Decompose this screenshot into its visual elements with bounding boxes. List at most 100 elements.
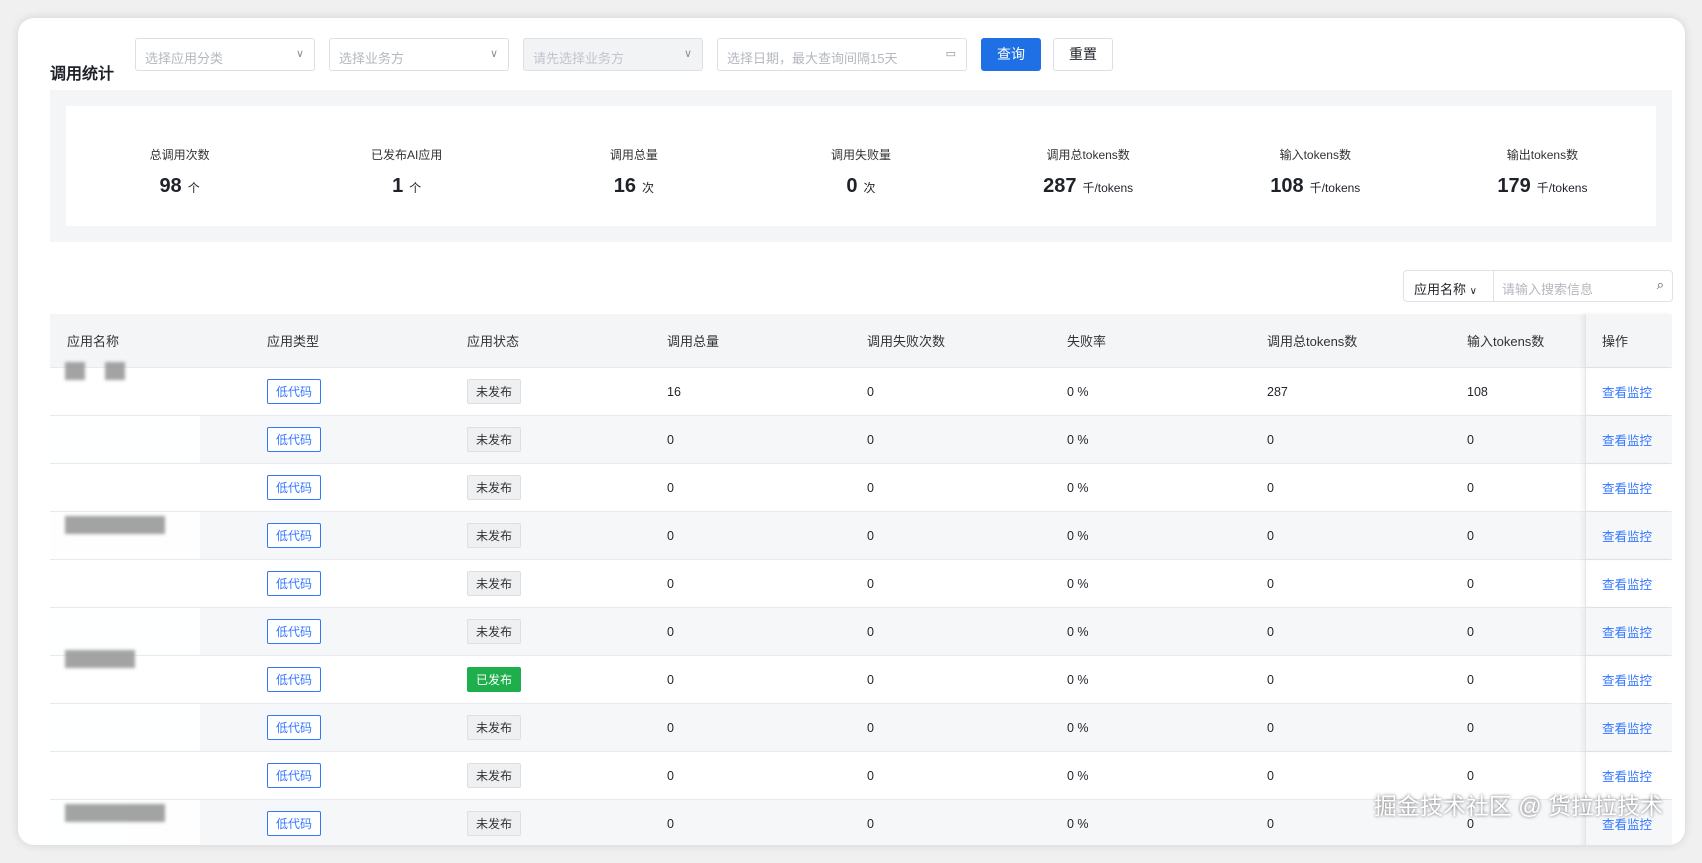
category-select[interactable]: 选择应用分类 ∨	[135, 38, 315, 71]
view-monitor-link[interactable]: 查看监控	[1602, 674, 1653, 688]
view-monitor-link[interactable]: 查看监控	[1602, 386, 1653, 400]
app-type-tag: 低代码	[267, 379, 322, 404]
search-input[interactable]: 请输入搜索信息 ⌕	[1494, 271, 1672, 301]
fail-count: 0	[867, 624, 874, 639]
view-monitor-link[interactable]: 查看监控	[1602, 578, 1653, 592]
input-tokens: 0	[1467, 528, 1474, 543]
view-monitor-link[interactable]: 查看监控	[1602, 722, 1653, 736]
stat-unit: 千/tokens	[1309, 181, 1361, 195]
page-title: 调用统计	[50, 66, 115, 83]
search-bar: 应用名称 ∨ 请输入搜索信息 ⌕	[1403, 270, 1673, 302]
fail-rate: 0 %	[1067, 576, 1089, 591]
stat-value: 179	[1497, 175, 1531, 197]
total-calls: 16	[667, 384, 681, 399]
total-tokens: 0	[1267, 768, 1274, 783]
column-header: 失败率	[1067, 334, 1107, 349]
input-tokens: 0	[1467, 576, 1474, 591]
app-name-cell	[50, 800, 200, 845]
total-calls: 0	[667, 528, 674, 543]
app-type-tag: 低代码	[267, 811, 322, 836]
fail-rate: 0 %	[1067, 720, 1089, 735]
view-monitor-link[interactable]: 查看监控	[1602, 626, 1653, 640]
table-row: 低代码 未发布 16 0 0 % 287 108 查看监控	[50, 362, 1672, 416]
fail-rate: 0 %	[1067, 768, 1089, 783]
app-type-tag: 低代码	[267, 571, 322, 596]
date-picker[interactable]: 选择日期，最大查询间隔15天 ▭	[717, 38, 967, 71]
table-row: 低代码 已发布 0 0 0 % 0 0 查看监控	[50, 650, 1672, 704]
view-monitor-link[interactable]: 查看监控	[1602, 818, 1653, 832]
total-tokens: 0	[1267, 624, 1274, 639]
column-header: 调用总量	[667, 334, 720, 349]
app-type-tag: 低代码	[267, 523, 322, 548]
stat-unit: 千/tokens	[1536, 181, 1588, 195]
chevron-down-icon: ∨	[683, 48, 692, 60]
main-card: 调用统计 选择应用分类 ∨ 选择业务方 ∨ 请先选择业务方 ∨ 选择日期，最大查询间隔…	[18, 18, 1685, 845]
status-badge: 未发布	[467, 379, 522, 404]
fail-rate: 0 %	[1067, 432, 1089, 447]
app-type-tag: 低代码	[267, 715, 322, 740]
total-calls: 0	[667, 432, 674, 447]
fail-count: 0	[867, 480, 874, 495]
chevron-down-icon: ∨	[489, 48, 498, 60]
input-tokens: 0	[1467, 480, 1474, 495]
view-monitor-link[interactable]: 查看监控	[1602, 770, 1653, 784]
table-row: 低代码 未发布 0 0 0 % 0 0 查看监控	[50, 464, 1672, 512]
fail-count: 0	[867, 576, 874, 591]
total-tokens: 0	[1267, 432, 1274, 447]
column-header: 应用状态	[467, 334, 520, 349]
fail-rate: 0 %	[1067, 816, 1089, 831]
input-tokens: 0	[1467, 432, 1474, 447]
total-tokens: 287	[1267, 384, 1288, 399]
business-select[interactable]: 选择业务方 ∨	[329, 38, 509, 71]
search-icon[interactable]: ⌕	[1656, 277, 1664, 292]
input-tokens: 0	[1467, 624, 1474, 639]
app-type-tag: 低代码	[267, 763, 322, 788]
total-calls: 0	[667, 576, 674, 591]
column-header: 输入tokens数	[1467, 334, 1545, 349]
app-name-cell	[50, 560, 200, 607]
stat-unit: 次	[863, 181, 876, 195]
table-row: 低代码 未发布 0 0 0 % 0 0 查看监控	[50, 560, 1672, 608]
stat-value: 1	[392, 175, 404, 197]
view-monitor-link[interactable]: 查看监控	[1602, 434, 1653, 448]
fail-count: 0	[867, 768, 874, 783]
total-calls: 0	[667, 624, 674, 639]
reset-button[interactable]: 重置	[1053, 38, 1113, 71]
table-row: 低代码 未发布 0 0 0 % 0 0 查看监控	[50, 704, 1672, 752]
search-field-select[interactable]: 应用名称 ∨	[1404, 271, 1494, 301]
fail-rate: 0 %	[1067, 384, 1089, 399]
column-header: 应用名称	[67, 334, 120, 349]
category-placeholder: 选择应用分类	[145, 51, 224, 66]
stat-item: 输入tokens数 108 千/tokens	[1202, 106, 1429, 226]
stat-item: 输出tokens数 179 千/tokens	[1429, 106, 1656, 226]
table-row: 低代码 未发布 0 0 0 % 0 0 查看监控	[50, 512, 1672, 560]
app-type-tag: 低代码	[267, 475, 322, 500]
view-monitor-link[interactable]: 查看监控	[1602, 482, 1653, 496]
app-name-cell	[50, 608, 200, 655]
app-name-cell	[50, 512, 200, 559]
table-row: 低代码 未发布 0 0 0 % 0 0 查看监控	[50, 752, 1672, 800]
table-row: 低代码 未发布 0 0 0 % 0 0 查看监控	[50, 608, 1672, 656]
stat-value: 98	[159, 175, 182, 197]
date-placeholder: 选择日期，最大查询间隔15天	[727, 51, 898, 66]
stat-value: 16	[613, 175, 636, 197]
query-button[interactable]: 查询	[981, 38, 1041, 71]
blurred-app-name	[65, 804, 165, 822]
sub-placeholder: 请先选择业务方	[533, 51, 625, 66]
stat-item: 调用总tokens数 287 千/tokens	[975, 106, 1202, 226]
view-monitor-link[interactable]: 查看监控	[1602, 530, 1653, 544]
stat-label: 输入tokens数	[1279, 148, 1351, 162]
column-header-actions: 操作	[1585, 314, 1672, 367]
app-name-cell	[50, 362, 200, 415]
input-tokens: 0	[1467, 768, 1474, 783]
blurred-app-name	[105, 362, 125, 380]
stat-unit: 个	[409, 181, 422, 195]
table-header: 应用名称 应用类型 应用状态 调用总量 调用失败次数 失败率 调用总tokens数 输入tok…	[50, 314, 1672, 368]
status-badge: 未发布	[467, 619, 522, 644]
stat-value: 287	[1043, 175, 1077, 197]
total-tokens: 0	[1267, 576, 1274, 591]
status-badge: 未发布	[467, 763, 522, 788]
column-header: 应用类型	[267, 334, 320, 349]
sub-select: 请先选择业务方 ∨	[523, 38, 703, 71]
table-row: 低代码 未发布 0 0 0 % 0 0 查看监控	[50, 800, 1672, 845]
